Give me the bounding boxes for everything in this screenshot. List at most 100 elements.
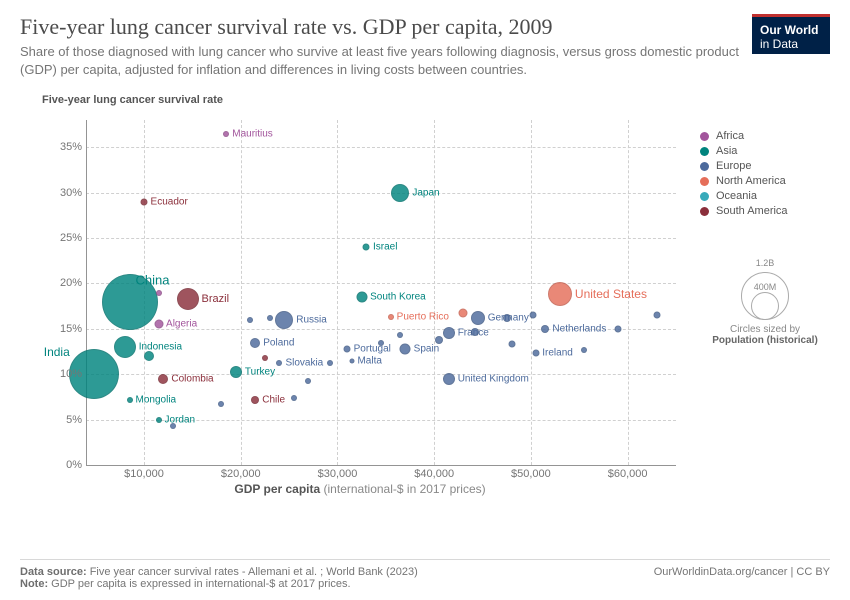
continent-legend: Africa Asia Europe North America Oceania Sout… xyxy=(700,130,830,220)
chart-title: Five-year lung cancer survival rate vs. … xyxy=(20,14,830,40)
data-point-Spain[interactable] xyxy=(400,343,411,354)
footer-right: OurWorldinData.org/cancer | CC BY xyxy=(654,566,830,590)
chart-area: ChinaIndiaMauritiusEcuadorJapanIsraelBra… xyxy=(40,110,680,500)
data-point-Portugal[interactable] xyxy=(344,345,351,352)
data-point-Poland[interactable] xyxy=(250,338,260,348)
data-point-France[interactable] xyxy=(443,327,455,339)
data-point-pt_eu14[interactable] xyxy=(397,332,403,338)
source-label: Data source: xyxy=(20,566,87,578)
data-label: Ecuador xyxy=(151,196,188,207)
legend-item[interactable]: South America xyxy=(700,205,830,217)
legend-item[interactable]: North America xyxy=(700,175,830,187)
data-point-pt_eu10[interactable] xyxy=(508,341,515,348)
data-point-Netherlands[interactable] xyxy=(541,325,549,333)
data-point-South Korea[interactable] xyxy=(356,292,367,303)
data-point-Colombia[interactable] xyxy=(158,374,168,384)
legend-item[interactable]: Asia xyxy=(700,145,830,157)
data-label: Portugal xyxy=(354,343,391,354)
data-point-Mongolia[interactable] xyxy=(127,397,133,403)
data-point-Slovakia[interactable] xyxy=(276,360,282,366)
data-point-United Kingdom[interactable] xyxy=(443,373,455,385)
size-legend-circle xyxy=(751,292,779,320)
legend-label: Africa xyxy=(716,130,744,142)
legend-item[interactable]: Europe xyxy=(700,160,830,172)
data-label: Slovakia xyxy=(285,358,323,369)
data-point-pt_na1[interactable] xyxy=(459,309,468,318)
data-point-Indonesia[interactable] xyxy=(114,336,136,358)
y-tick: 15% xyxy=(42,323,82,335)
y-axis-title: Five-year lung cancer survival rate xyxy=(42,94,223,106)
data-point-pt_eu15[interactable] xyxy=(378,340,384,346)
y-tick: 25% xyxy=(42,232,82,244)
data-point-Chile[interactable] xyxy=(251,396,259,404)
x-tick: $50,000 xyxy=(511,468,551,480)
legend-label: Oceania xyxy=(716,190,757,202)
size-legend-label-1: 1.2B xyxy=(756,258,775,268)
data-point-pt_eu7[interactable] xyxy=(471,328,479,336)
data-label: Chile xyxy=(262,394,285,405)
data-point-Ireland[interactable] xyxy=(532,350,539,357)
data-point-Ecuador[interactable] xyxy=(141,198,148,205)
data-point-Mauritius[interactable] xyxy=(223,131,229,137)
data-label: South Korea xyxy=(370,292,426,303)
data-label: Indonesia xyxy=(139,341,182,352)
data-point-pt_eu5[interactable] xyxy=(170,423,176,429)
data-point-Germany[interactable] xyxy=(471,311,485,325)
size-legend: 1.2B 400M Circles sized by Population (h… xyxy=(700,260,830,346)
data-point-Brazil[interactable] xyxy=(177,288,199,310)
data-point-Malta[interactable] xyxy=(349,358,354,363)
data-point-pt_eu4[interactable] xyxy=(291,395,297,401)
legend-item[interactable]: Oceania xyxy=(700,190,830,202)
data-point-pt_af1[interactable] xyxy=(156,290,162,296)
data-point-pt_eu13[interactable] xyxy=(653,312,660,319)
data-point-Algeria[interactable] xyxy=(154,320,163,329)
legend-swatch xyxy=(700,147,709,156)
data-label: Turkey xyxy=(245,367,275,378)
data-label: Spain xyxy=(414,343,440,354)
data-point-pt_eu3[interactable] xyxy=(218,401,224,407)
data-point-China[interactable] xyxy=(102,274,158,330)
data-label: Russia xyxy=(296,314,327,325)
x-tick: $60,000 xyxy=(608,468,648,480)
data-point-pt_sa1[interactable] xyxy=(262,355,268,361)
y-tick: 30% xyxy=(42,187,82,199)
data-point-pt_eu12[interactable] xyxy=(614,325,621,332)
data-point-pt_eu9[interactable] xyxy=(529,312,536,319)
data-point-pt_eu8[interactable] xyxy=(503,314,511,322)
data-point-pt_eu1[interactable] xyxy=(247,317,253,323)
data-point-pt_as1[interactable] xyxy=(144,351,154,361)
x-axis-title-bold: GDP per capita xyxy=(234,482,320,496)
legend-swatch xyxy=(700,192,709,201)
data-point-Japan[interactable] xyxy=(391,184,409,202)
y-tick: 10% xyxy=(42,368,82,380)
data-point-Turkey[interactable] xyxy=(230,366,242,378)
x-axis-title: GDP per capita (international-$ in 2017 … xyxy=(40,482,680,496)
data-point-pt_eu6[interactable] xyxy=(435,336,443,344)
note-label: Note: xyxy=(20,578,48,590)
data-label: Mongolia xyxy=(136,394,177,405)
data-point-Jordan[interactable] xyxy=(156,417,162,423)
note-text: GDP per capita is expressed in internati… xyxy=(48,578,350,590)
footer: Data source: Five year cancer survival r… xyxy=(20,559,830,590)
data-point-Russia[interactable] xyxy=(275,311,293,329)
data-point-Puerto Rico[interactable] xyxy=(388,314,394,320)
x-tick: $40,000 xyxy=(414,468,454,480)
data-point-Israel[interactable] xyxy=(363,244,370,251)
plot-area: ChinaIndiaMauritiusEcuadorJapanIsraelBra… xyxy=(86,120,676,465)
y-tick: 20% xyxy=(42,277,82,289)
legend-item[interactable]: Africa xyxy=(700,130,830,142)
data-point-pt_eu16[interactable] xyxy=(305,378,311,384)
source-text: Five year cancer survival rates - Allema… xyxy=(87,566,418,578)
data-point-pt_eu11[interactable] xyxy=(581,347,587,353)
data-point-United States[interactable] xyxy=(548,282,572,306)
legend-label: South America xyxy=(716,205,788,217)
y-tick: 0% xyxy=(42,459,82,471)
data-label: Mauritius xyxy=(232,128,273,139)
data-point-pt_eu17[interactable] xyxy=(327,360,333,366)
chart-subtitle: Share of those diagnosed with lung cance… xyxy=(20,43,740,78)
y-tick: 5% xyxy=(42,414,82,426)
logo-line2: in Data xyxy=(760,37,822,51)
legend-swatch xyxy=(700,207,709,216)
data-point-pt_eu2[interactable] xyxy=(267,315,273,321)
y-tick: 35% xyxy=(42,141,82,153)
